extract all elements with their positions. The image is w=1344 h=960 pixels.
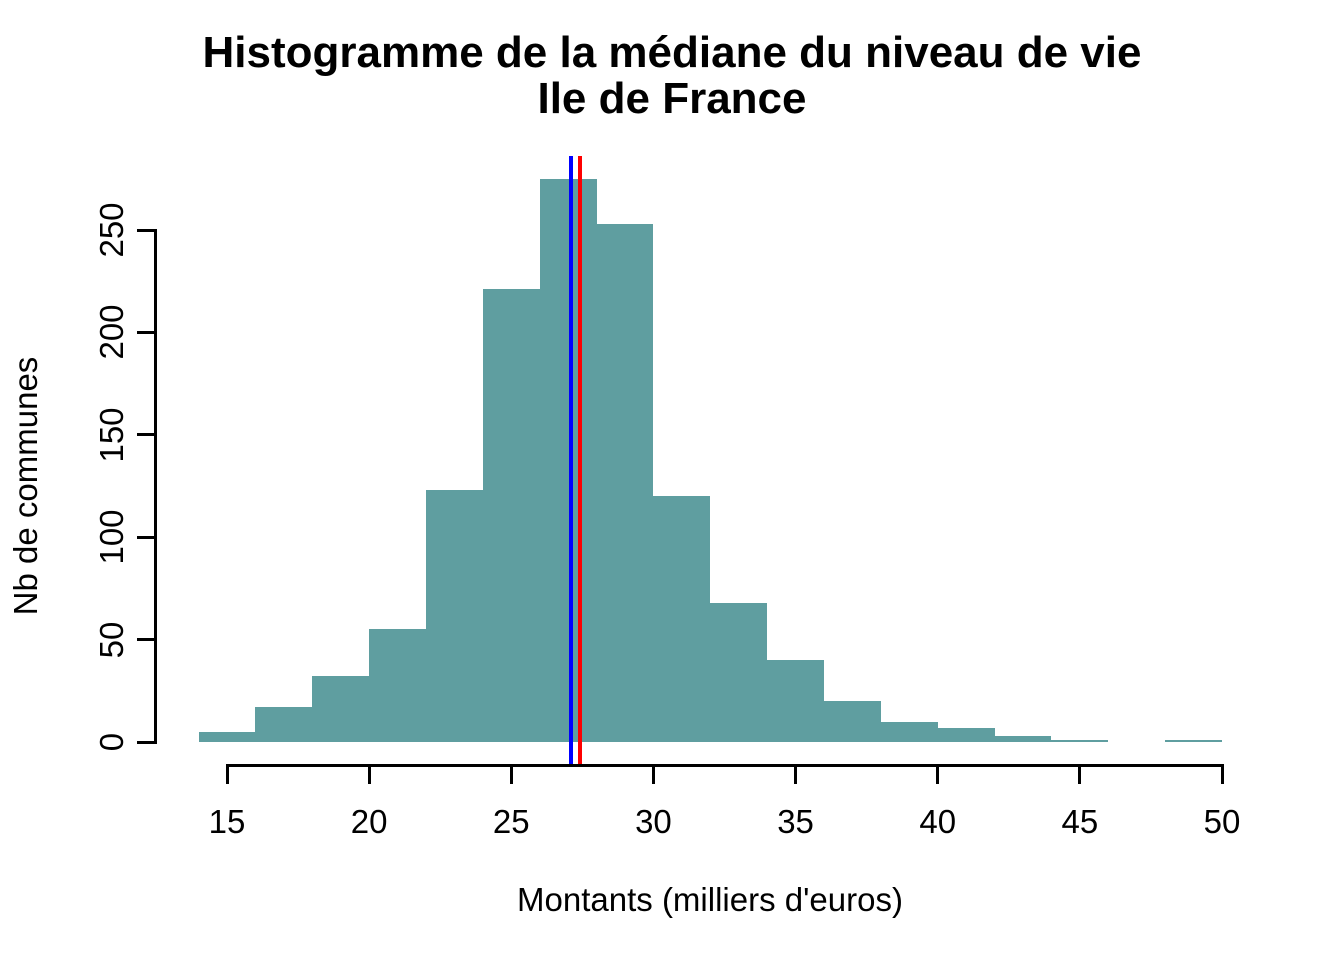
y-tick-label: 150	[93, 407, 130, 463]
red-marker-line	[577, 156, 582, 767]
x-tick	[367, 763, 371, 784]
histogram-bar	[596, 223, 654, 742]
chart-title: Histogramme de la médiane du niveau de v…	[0, 30, 1344, 122]
histogram-bar	[767, 660, 824, 742]
x-tick-label: 30	[635, 803, 672, 840]
blue-marker-line	[568, 156, 573, 767]
x-tick	[651, 763, 655, 784]
y-tick	[137, 228, 157, 232]
y-tick-label: 50	[93, 621, 130, 658]
histogram-bar	[994, 735, 1052, 742]
chart-title-line2: Ile de France	[537, 74, 807, 123]
histogram-bar	[824, 701, 881, 742]
x-axis-line	[225, 763, 1224, 767]
histogram-bar	[880, 721, 938, 742]
histogram-bar	[426, 490, 483, 742]
chart-title-line1: Histogramme de la médiane du niveau de v…	[202, 28, 1142, 77]
x-tick	[794, 763, 798, 784]
y-tick-label: 0	[93, 732, 130, 752]
histogram-bar	[1165, 739, 1222, 742]
y-tick	[137, 535, 157, 539]
y-tick	[137, 740, 157, 744]
y-axis-title: Nb de communes	[7, 356, 44, 616]
histogram-bar	[482, 289, 540, 742]
y-tick	[137, 433, 157, 437]
y-tick-label: 250	[93, 202, 130, 258]
x-tick-label: 25	[492, 803, 530, 840]
histogram-bar	[1051, 739, 1109, 742]
x-tick	[509, 763, 513, 784]
x-tick	[936, 763, 940, 784]
histogram-bar	[255, 707, 313, 742]
x-tick	[225, 763, 229, 784]
y-axis-line	[154, 228, 157, 744]
histogram-bar	[539, 178, 597, 742]
histogram-bar	[937, 727, 995, 742]
histogram-bar	[710, 602, 768, 742]
x-tick-label: 50	[1203, 803, 1241, 840]
y-tick-label: 200	[93, 304, 130, 360]
x-tick-label: 40	[919, 803, 957, 840]
y-tick-label: 100	[93, 509, 130, 565]
histogram-bar	[653, 496, 711, 742]
x-tick-label: 45	[1061, 803, 1099, 840]
x-tick-label: 15	[208, 803, 246, 840]
y-tick	[137, 638, 157, 642]
histogram-bar	[198, 731, 256, 742]
x-tick-label: 35	[777, 803, 814, 840]
y-tick	[137, 330, 157, 334]
x-axis-title: Montants (milliers d'euros)	[517, 881, 903, 918]
histogram-bar	[369, 629, 426, 742]
histogram-bar	[312, 676, 370, 742]
x-tick	[1078, 763, 1082, 784]
x-tick	[1220, 763, 1224, 784]
x-tick-label: 20	[350, 803, 388, 840]
